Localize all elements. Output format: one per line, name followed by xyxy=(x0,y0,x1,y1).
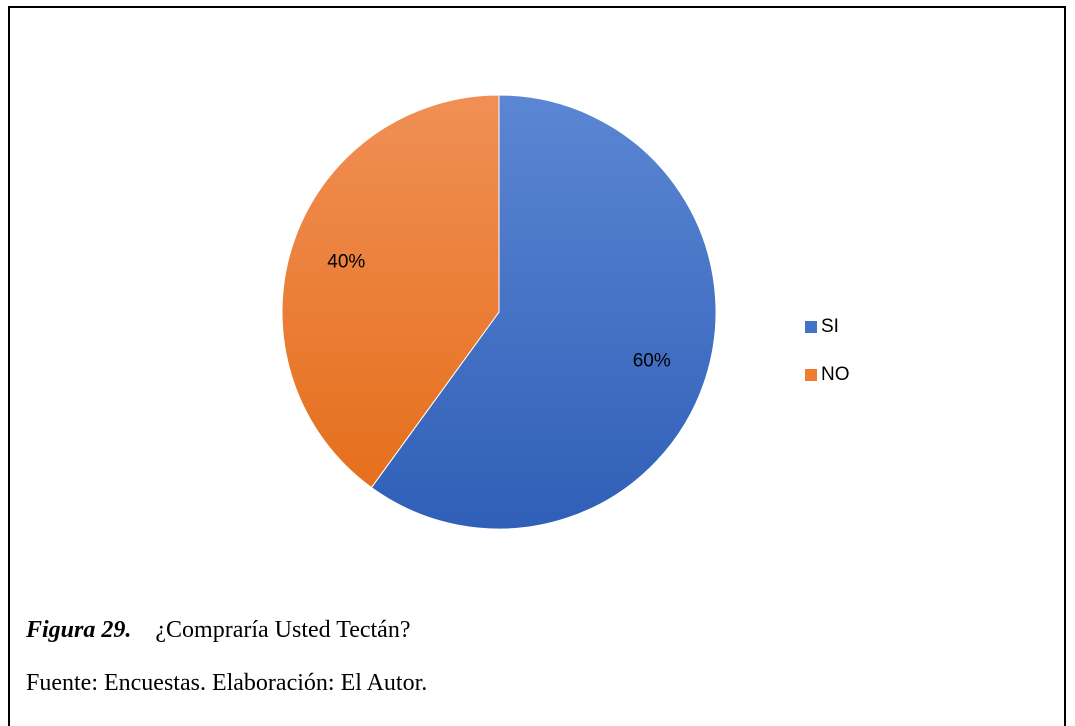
figure-caption: Figura 29. ¿Compraría Usted Tectán? xyxy=(26,617,410,644)
legend-swatch-no xyxy=(805,369,817,381)
pie-chart: 60% 40% SI NO xyxy=(281,94,850,530)
pie-data-labels: 60% 40% xyxy=(327,251,671,371)
figure-frame xyxy=(8,6,1066,726)
pie-slices xyxy=(281,94,717,530)
legend-swatch-si xyxy=(805,321,817,333)
pie-slice-no xyxy=(281,94,500,489)
data-label-no: 40% xyxy=(327,251,365,272)
pie-slice-si xyxy=(370,94,717,530)
data-label-si: 60% xyxy=(633,351,671,372)
legend-label-si: SI xyxy=(821,316,839,337)
figure-source: Fuente: Encuestas. Elaboración: El Autor… xyxy=(26,670,428,696)
legend: SI NO xyxy=(805,316,850,385)
figure-label: Figura 29. xyxy=(26,617,132,643)
legend-label-no: NO xyxy=(821,364,850,385)
figure-title: ¿Compraría Usted Tectán? xyxy=(155,617,411,643)
